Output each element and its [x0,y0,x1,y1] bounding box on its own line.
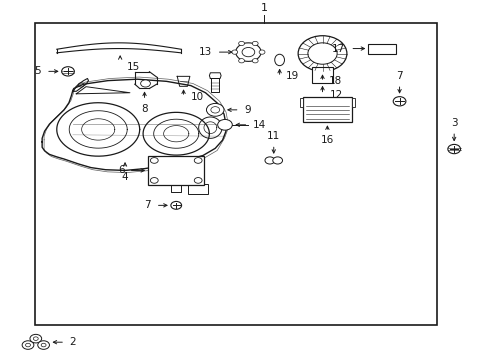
Ellipse shape [274,54,284,66]
Circle shape [252,59,258,63]
Circle shape [392,96,405,106]
Text: 9: 9 [244,105,251,115]
Circle shape [307,43,336,64]
Text: 6: 6 [118,166,124,175]
Text: 17: 17 [331,44,345,54]
Circle shape [272,157,282,164]
Circle shape [264,157,274,164]
Circle shape [170,202,181,209]
Bar [148,156,204,185]
Text: 2: 2 [69,337,76,347]
Circle shape [150,158,158,163]
Bar [303,96,351,122]
Bar [188,184,207,194]
Text: 15: 15 [126,62,140,72]
Text: 4: 4 [122,172,128,182]
Circle shape [61,67,74,76]
Circle shape [210,107,219,113]
Circle shape [25,343,30,347]
Text: 1: 1 [260,3,267,13]
Text: 5: 5 [35,66,41,76]
Circle shape [33,337,38,341]
Circle shape [150,177,158,183]
Circle shape [194,177,202,183]
Circle shape [217,120,232,130]
Circle shape [259,50,264,54]
Circle shape [238,59,244,63]
Text: 18: 18 [328,76,341,86]
Circle shape [141,80,150,87]
Bar [351,98,354,107]
Circle shape [231,50,237,54]
Text: 14: 14 [253,120,266,130]
Circle shape [252,41,258,46]
Circle shape [298,36,346,71]
Circle shape [242,48,254,57]
Text: 3: 3 [450,118,457,128]
Circle shape [41,343,46,347]
Bar [367,44,395,54]
Circle shape [194,158,202,163]
Circle shape [238,41,244,46]
Bar [35,23,436,325]
Text: 7: 7 [395,71,402,81]
Text: 19: 19 [285,71,298,81]
Circle shape [447,144,460,154]
Text: 7: 7 [144,201,151,210]
Bar [311,67,332,83]
Text: 11: 11 [266,131,280,141]
Circle shape [38,341,49,349]
Circle shape [206,103,224,116]
Circle shape [235,43,261,61]
Bar [299,98,303,107]
Circle shape [22,341,34,349]
Text: 13: 13 [198,47,211,57]
Circle shape [30,334,41,343]
Text: 8: 8 [141,104,147,114]
Text: 16: 16 [320,135,333,145]
Text: 12: 12 [329,90,343,99]
Text: 10: 10 [190,92,203,102]
